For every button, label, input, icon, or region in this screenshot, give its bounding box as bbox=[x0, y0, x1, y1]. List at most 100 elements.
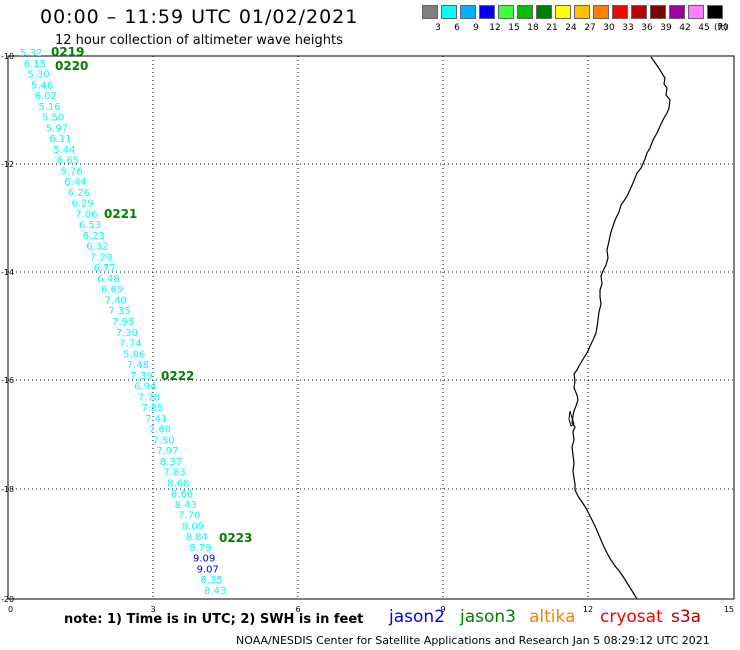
wave-height-reading: 7.29 bbox=[90, 252, 112, 263]
wave-height-reading: 7.70 bbox=[178, 511, 200, 522]
color-scale-label: 39 bbox=[660, 23, 672, 33]
legend-s3a: s3a bbox=[671, 607, 702, 627]
pass-time-label: 0219 bbox=[51, 45, 84, 59]
wave-height-reading: 6.69 bbox=[101, 285, 123, 296]
y-axis-tick-label: -16 bbox=[1, 376, 14, 385]
color-swatch bbox=[669, 5, 685, 19]
x-axis-tick-label: 9 bbox=[440, 605, 445, 614]
wave-height-reading: 5.30 bbox=[27, 70, 49, 81]
wave-height-reading: 5.46 bbox=[31, 80, 53, 91]
y-axis-tick-label: -12 bbox=[1, 160, 14, 169]
wave-height-reading: 8.43 bbox=[204, 586, 226, 597]
credit-line: NOAA/NESDIS Center for Satellite Applica… bbox=[236, 634, 710, 647]
color-swatch bbox=[612, 5, 628, 19]
color-scale-label: 30 bbox=[603, 23, 615, 33]
color-swatch bbox=[688, 5, 704, 19]
color-scale-label: 18 bbox=[527, 23, 539, 33]
color-scale-label: 9 bbox=[473, 23, 479, 33]
map-title: 00:00 – 11:59 UTC 01/02/2021 bbox=[40, 6, 359, 28]
wave-height-reading: 6.02 bbox=[35, 91, 57, 102]
wave-height-reading: 6.65 bbox=[57, 156, 79, 167]
coastline bbox=[571, 56, 671, 600]
color-swatch bbox=[536, 5, 552, 19]
wave-height-reading: 8.35 bbox=[200, 575, 222, 586]
legend-cryosat: cryosat bbox=[600, 607, 663, 627]
wave-height-reading: 9.07 bbox=[197, 565, 219, 576]
wave-height-reading: 6.26 bbox=[68, 188, 90, 199]
color-scale-label: 70 bbox=[717, 23, 729, 33]
wave-height-reading: 7.48 bbox=[127, 360, 149, 371]
map-subtitle: 12 hour collection of altimeter wave hei… bbox=[55, 33, 343, 48]
wave-height-reading: 5.97 bbox=[46, 123, 68, 134]
pass-time-label: 0220 bbox=[55, 59, 88, 73]
color-swatch bbox=[460, 5, 476, 19]
color-swatch bbox=[479, 5, 495, 19]
color-swatch bbox=[631, 5, 647, 19]
color-swatch bbox=[517, 5, 533, 19]
color-scale-label: 42 bbox=[679, 23, 691, 33]
wave-height-reading: 7.41 bbox=[145, 414, 167, 425]
y-axis-tick-label: -18 bbox=[1, 485, 14, 494]
color-swatch bbox=[574, 5, 590, 19]
color-scale-unit: (ft) bbox=[714, 23, 728, 33]
wave-height-reading: 5.44 bbox=[53, 145, 75, 156]
y-axis-tick-label: -14 bbox=[1, 268, 14, 277]
wave-height-reading: 5.76 bbox=[61, 166, 83, 177]
color-swatch bbox=[441, 5, 457, 19]
altimeter-track: 5.326.155.305.466.025.165.505.976.115.44… bbox=[20, 45, 252, 597]
color-scale-label: 33 bbox=[622, 23, 634, 33]
color-swatch bbox=[593, 5, 609, 19]
wave-height-reading: 5.32 bbox=[20, 48, 42, 59]
wave-height-reading: 7.30 bbox=[116, 328, 138, 339]
wave-height-reading: 6.48 bbox=[97, 274, 119, 285]
color-scale-label: 45 bbox=[698, 23, 710, 33]
wave-height-reading: 6.53 bbox=[79, 220, 101, 231]
color-scale-label: 36 bbox=[641, 23, 653, 33]
grid-lines bbox=[8, 56, 734, 599]
wave-height-reading: 6.32 bbox=[86, 242, 108, 253]
wave-height-reading: 9.09 bbox=[193, 554, 215, 565]
wave-height-reading: 6.29 bbox=[72, 199, 94, 210]
pass-time-label: 0223 bbox=[219, 531, 252, 545]
color-scale-label: 12 bbox=[489, 23, 501, 33]
color-scale-label: 21 bbox=[546, 23, 558, 33]
note-text: note: 1) Time is in UTC; 2) SWH is in fe… bbox=[64, 612, 364, 627]
wave-height-reading: 6.77 bbox=[94, 263, 116, 274]
wave-height-reading: 5.50 bbox=[42, 113, 64, 124]
color-swatch bbox=[422, 5, 438, 19]
x-axis-tick-label: 15 bbox=[724, 605, 734, 614]
wave-height-reading: 7.50 bbox=[153, 435, 175, 446]
x-axis-tick-label: 12 bbox=[583, 605, 593, 614]
wave-height-reading: 8.09 bbox=[182, 521, 204, 532]
wave-height-reading: 6.15 bbox=[24, 59, 46, 70]
pass-time-label: 0222 bbox=[161, 369, 194, 383]
wave-height-reading: 5.86 bbox=[123, 349, 145, 360]
color-swatch bbox=[707, 5, 723, 19]
y-axis-tick-label: -20 bbox=[1, 595, 14, 604]
wave-height-reading: 5.16 bbox=[38, 102, 60, 113]
wave-height-reading: 8.66 bbox=[171, 489, 193, 500]
legend-altika: altika bbox=[529, 607, 576, 627]
wave-height-reading: 7.95 bbox=[112, 317, 134, 328]
wave-height-reading: 6.44 bbox=[64, 177, 86, 188]
legend-jason2: jason2 bbox=[389, 607, 445, 627]
x-axis-tick-label: 3 bbox=[150, 605, 155, 614]
x-axis-tick-label: 6 bbox=[295, 605, 300, 614]
color-swatch bbox=[650, 5, 666, 19]
wave-height-reading: 8.43 bbox=[175, 500, 197, 511]
wave-height-reading: 7.78 bbox=[138, 392, 160, 403]
wave-height-reading: 7.35 bbox=[108, 306, 130, 317]
wave-height-reading: 8.68 bbox=[167, 478, 189, 489]
map-frame bbox=[7, 55, 735, 600]
color-scale-label: 6 bbox=[454, 23, 460, 33]
wave-height-reading: 7.74 bbox=[119, 339, 141, 350]
wave-height-reading: 7.60 bbox=[149, 425, 171, 436]
wave-height-reading: 7.39 bbox=[130, 371, 152, 382]
wave-height-reading: 6.11 bbox=[49, 134, 71, 145]
y-axis-tick-label: -10 bbox=[1, 52, 14, 61]
wave-height-reading: 7.83 bbox=[164, 468, 186, 479]
wave-height-reading: 8.37 bbox=[160, 457, 182, 468]
color-scale-label: 24 bbox=[565, 23, 577, 33]
